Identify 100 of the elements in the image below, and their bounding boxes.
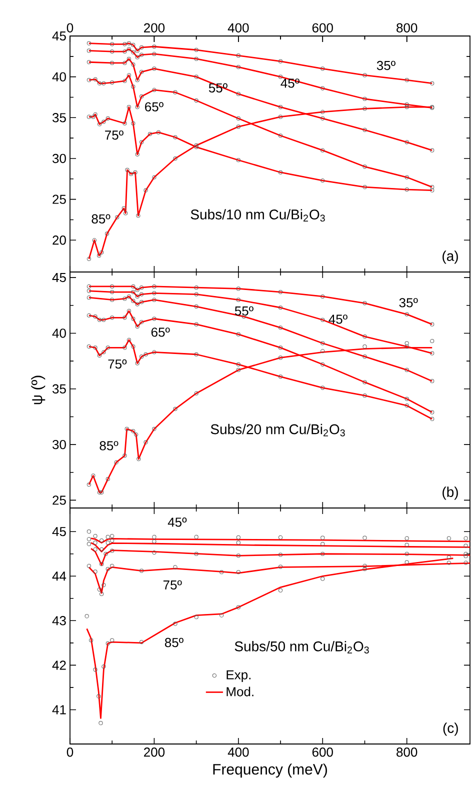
point bbox=[122, 206, 126, 210]
point bbox=[93, 540, 98, 545]
point bbox=[131, 42, 136, 48]
point bbox=[122, 60, 127, 65]
point bbox=[86, 537, 91, 542]
point bbox=[430, 322, 434, 326]
point bbox=[194, 304, 198, 309]
y-tick-label: 45 bbox=[52, 527, 66, 536]
y-tick-label: 40 bbox=[52, 328, 66, 338]
point bbox=[320, 86, 325, 90]
point bbox=[84, 614, 89, 618]
point bbox=[430, 410, 434, 414]
x-tick-label: 600 bbox=[312, 748, 333, 757]
point bbox=[110, 298, 114, 302]
y-tick-label: 35 bbox=[52, 384, 66, 394]
annotation: 55º bbox=[208, 83, 228, 93]
point bbox=[464, 560, 468, 565]
point bbox=[135, 294, 140, 299]
point bbox=[122, 121, 127, 126]
point bbox=[404, 140, 409, 144]
point bbox=[110, 534, 114, 538]
point bbox=[278, 104, 283, 110]
point bbox=[135, 55, 140, 60]
point bbox=[97, 318, 102, 322]
point bbox=[236, 286, 240, 291]
annotation: 85º bbox=[100, 441, 118, 450]
point bbox=[173, 622, 178, 626]
point bbox=[106, 346, 110, 350]
point bbox=[430, 188, 434, 192]
point bbox=[131, 316, 136, 321]
point bbox=[152, 44, 156, 49]
annotation: 65º bbox=[145, 102, 164, 112]
point bbox=[100, 490, 104, 494]
point bbox=[278, 564, 283, 569]
point bbox=[131, 284, 136, 289]
point bbox=[140, 300, 144, 304]
point bbox=[140, 45, 144, 50]
point bbox=[236, 116, 240, 121]
annotation: 45º bbox=[280, 78, 300, 88]
point bbox=[89, 638, 94, 642]
annotation: (b) bbox=[442, 486, 458, 500]
point bbox=[140, 568, 144, 573]
point bbox=[236, 332, 240, 336]
point bbox=[135, 104, 140, 110]
y-tick-label: 30 bbox=[52, 154, 66, 164]
point bbox=[320, 318, 325, 322]
point bbox=[124, 426, 129, 432]
point bbox=[173, 156, 178, 161]
point bbox=[122, 296, 127, 301]
point bbox=[464, 552, 468, 556]
legend-label: Mod. bbox=[226, 686, 254, 696]
point bbox=[320, 294, 325, 299]
point bbox=[86, 482, 91, 487]
point bbox=[152, 66, 156, 71]
annotation: 45º bbox=[168, 518, 187, 527]
point bbox=[105, 232, 110, 236]
point bbox=[194, 286, 198, 290]
point bbox=[404, 542, 409, 548]
point bbox=[135, 361, 140, 366]
point bbox=[133, 170, 138, 174]
point bbox=[430, 416, 434, 421]
point bbox=[278, 326, 283, 330]
point bbox=[110, 80, 114, 85]
point bbox=[140, 320, 144, 324]
point bbox=[430, 351, 434, 356]
point bbox=[278, 114, 283, 119]
annotation: 45º bbox=[328, 314, 348, 324]
y-tick-label: 25 bbox=[52, 194, 66, 204]
point bbox=[173, 565, 178, 570]
point bbox=[362, 128, 367, 132]
point bbox=[100, 250, 104, 254]
x-tick-label: 0 bbox=[66, 748, 74, 757]
point bbox=[173, 406, 178, 411]
point bbox=[404, 102, 409, 107]
point bbox=[110, 49, 114, 54]
point bbox=[91, 474, 96, 478]
point bbox=[404, 344, 409, 349]
point bbox=[194, 391, 198, 396]
point bbox=[131, 121, 136, 126]
point bbox=[236, 535, 240, 540]
point bbox=[362, 96, 367, 101]
point bbox=[136, 214, 140, 218]
point bbox=[86, 542, 91, 546]
annotation: 35º bbox=[376, 60, 396, 70]
annotation: 85º bbox=[92, 214, 110, 224]
point bbox=[135, 78, 140, 82]
point bbox=[102, 120, 106, 124]
point bbox=[236, 158, 240, 162]
point bbox=[86, 284, 91, 289]
line-series bbox=[90, 542, 470, 552]
point bbox=[430, 338, 434, 344]
point bbox=[86, 114, 91, 119]
point bbox=[173, 135, 178, 140]
point bbox=[320, 552, 325, 556]
point bbox=[404, 536, 409, 540]
point bbox=[362, 344, 367, 349]
point bbox=[106, 540, 110, 545]
annotation: 85º bbox=[164, 638, 184, 648]
point bbox=[278, 74, 283, 79]
point bbox=[110, 564, 114, 568]
